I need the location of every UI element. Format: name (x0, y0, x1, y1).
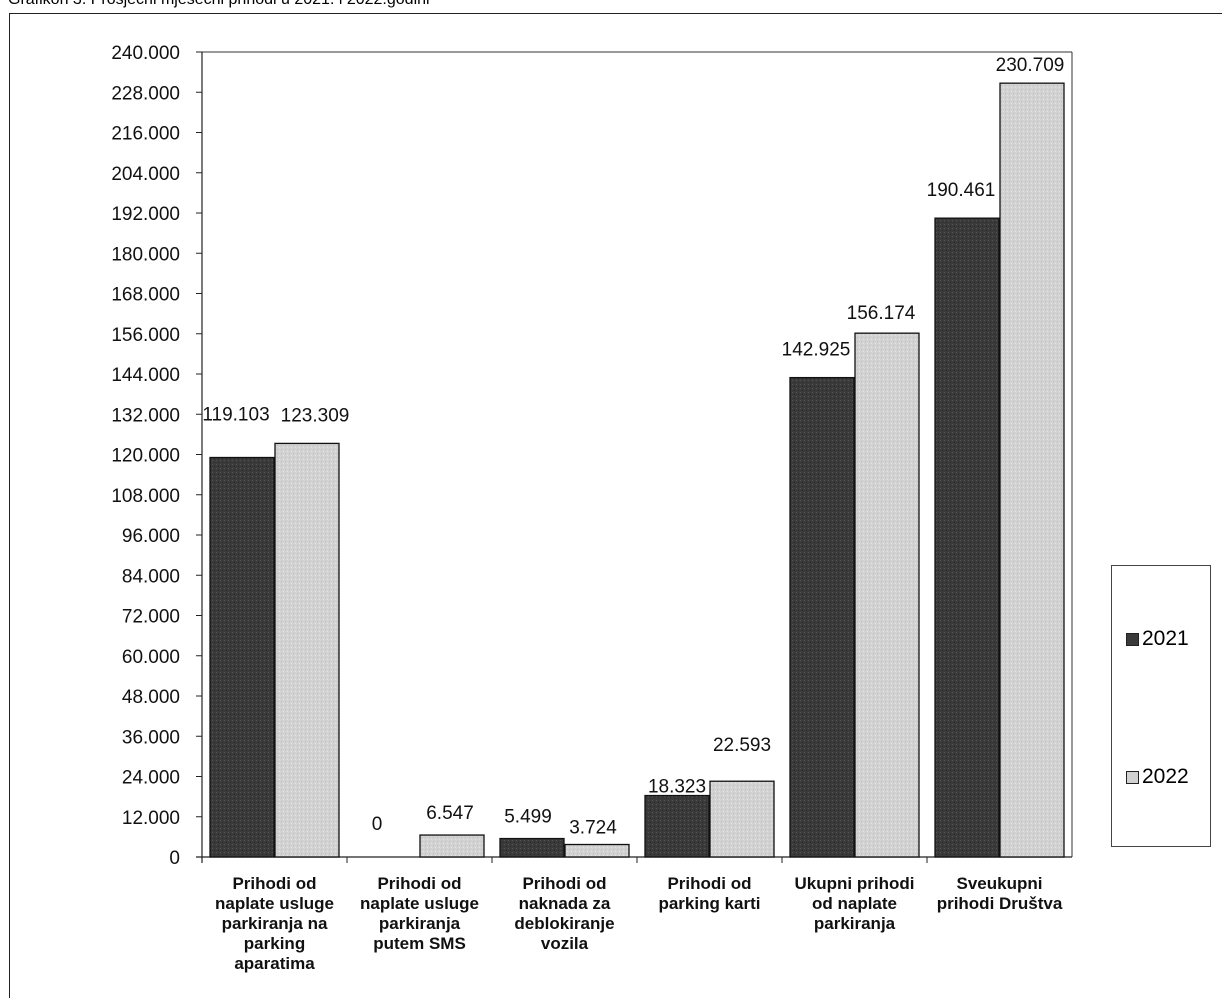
bar-2021-3 (499, 837, 565, 858)
legend: 2021 2022 (1111, 565, 1211, 847)
data-label-2021-6: 190.461 (927, 180, 996, 201)
legend-label-2021: 2021 (1142, 627, 1189, 650)
bar-2021-1 (209, 456, 275, 858)
data-label-2021-3: 5.499 (504, 807, 552, 828)
bar-2021-6 (934, 217, 1000, 858)
category-labels: Prihodi od naplate usluge parkiranja na par… (215, 874, 1063, 973)
page-title: Grafikon 3. Prosječni mjesečni prihodi u… (8, 0, 430, 9)
legend-item-2022: 2022 (1126, 765, 1189, 789)
bar-2022-5 (854, 332, 920, 858)
y-tick-label: 156.000 (111, 325, 180, 346)
data-label-2022-5: 156.174 (847, 303, 916, 324)
y-tick-label: 144.000 (111, 365, 180, 386)
axes: 0 12.000 24.000 36.000 48.000 60.000 72.000 84.… (111, 43, 1073, 869)
legend-swatch-2021 (1126, 632, 1139, 646)
bar-2022-1 (274, 442, 340, 858)
bar-2021-5 (789, 376, 855, 858)
y-tick-label: 48.000 (122, 687, 180, 708)
y-tick-label: 36.000 (122, 727, 180, 748)
legend-label-2022: 2022 (1142, 765, 1189, 788)
y-tick-label: 192.000 (111, 204, 180, 225)
y-tick-label: 108.000 (111, 486, 180, 507)
category-label-3: Prihodi od naknada za deblokiranje vozila (514, 874, 614, 953)
category-label-2: Prihodi od naplate usluge parkiranja putem … (360, 874, 479, 953)
y-tick-label: 72.000 (122, 607, 180, 628)
y-tick-label: 0 (169, 848, 180, 869)
y-tick-label: 84.000 (122, 566, 180, 587)
chart-frame (9, 13, 1222, 998)
data-label-2021-2: 0 (372, 814, 383, 835)
data-label-2022-1: 123.309 (281, 405, 350, 426)
y-tick-label: 180.000 (111, 244, 180, 265)
y-tick-label: 168.000 (111, 285, 180, 306)
category-label-1: Prihodi od naplate usluge parkiranja na par… (215, 874, 334, 973)
y-tick-label: 216.000 (111, 124, 180, 145)
data-label-2022-6: 230.709 (996, 55, 1065, 76)
y-tick-label: 132.000 (111, 405, 180, 426)
data-label-2021-1: 119.103 (202, 405, 269, 426)
bar-2021-4 (644, 794, 710, 858)
bars (209, 82, 1065, 858)
bar-2022-6 (999, 82, 1065, 858)
y-tick-label: 24.000 (122, 768, 180, 789)
y-tick-label: 204.000 (111, 164, 180, 185)
category-label-4: Prihodi od parking karti (658, 874, 760, 913)
bar-2022-4 (709, 780, 775, 858)
bar-2022-3 (564, 843, 630, 858)
category-label-5: Ukupni prihodi od naplate parkiranja (795, 874, 915, 933)
y-tick-label: 12.000 (122, 808, 180, 829)
data-label-2021-5: 142.925 (782, 340, 851, 361)
data-labels: 119.103 0 5.499 18.323 142.925 190.461 123.309… (202, 55, 1064, 838)
data-label-2021-4: 18.323 (648, 777, 706, 798)
category-label-6: Sveukupni prihodi Društva (937, 874, 1063, 913)
data-label-2022-4: 22.593 (713, 735, 771, 756)
data-label-2022-3: 3.724 (569, 818, 617, 839)
bar-2022-2 (419, 834, 485, 858)
data-label-2022-2: 6.547 (426, 803, 474, 824)
y-tick-label: 60.000 (122, 647, 180, 668)
legend-swatch-2022 (1126, 770, 1139, 784)
y-tick-label: 96.000 (122, 526, 180, 547)
y-tick-label: 228.000 (111, 83, 180, 104)
y-tick-label: 240.000 (111, 43, 180, 64)
legend-item-2021: 2021 (1126, 627, 1189, 651)
y-tick-label: 120.000 (111, 446, 180, 467)
